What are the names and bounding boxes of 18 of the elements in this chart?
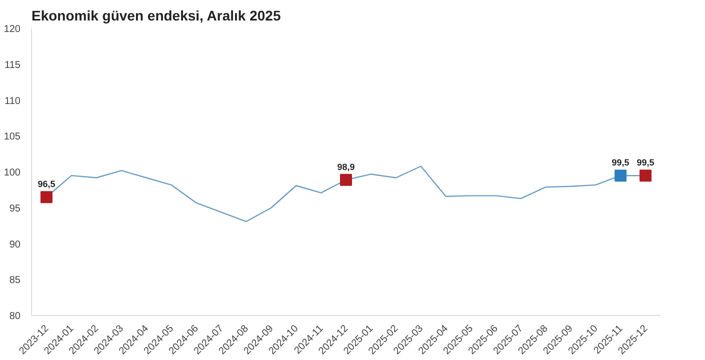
chart-title: Ekonomik güven endeksi, Aralık 2025 bbox=[32, 8, 281, 24]
y-tick-label: 85 bbox=[9, 275, 21, 286]
data-label: 99,5 bbox=[612, 158, 630, 168]
y-tick-label: 100 bbox=[4, 168, 21, 178]
y-tick-label: 90 bbox=[9, 239, 21, 250]
y-tick-label: 105 bbox=[4, 132, 21, 143]
y-tick-label: 80 bbox=[9, 311, 21, 322]
data-label: 98,9 bbox=[337, 162, 355, 172]
y-tick-label: 115 bbox=[4, 60, 21, 71]
point bbox=[40, 191, 52, 204]
data-label: 96,5 bbox=[38, 179, 56, 190]
data-label: 99,5 bbox=[636, 158, 654, 168]
point bbox=[614, 170, 627, 182]
y-tick-label: 95 bbox=[9, 203, 21, 214]
point bbox=[340, 174, 352, 186]
y-tick-label: 110 bbox=[4, 96, 21, 107]
y-tick-label: 120 bbox=[4, 24, 21, 35]
point bbox=[640, 170, 652, 182]
